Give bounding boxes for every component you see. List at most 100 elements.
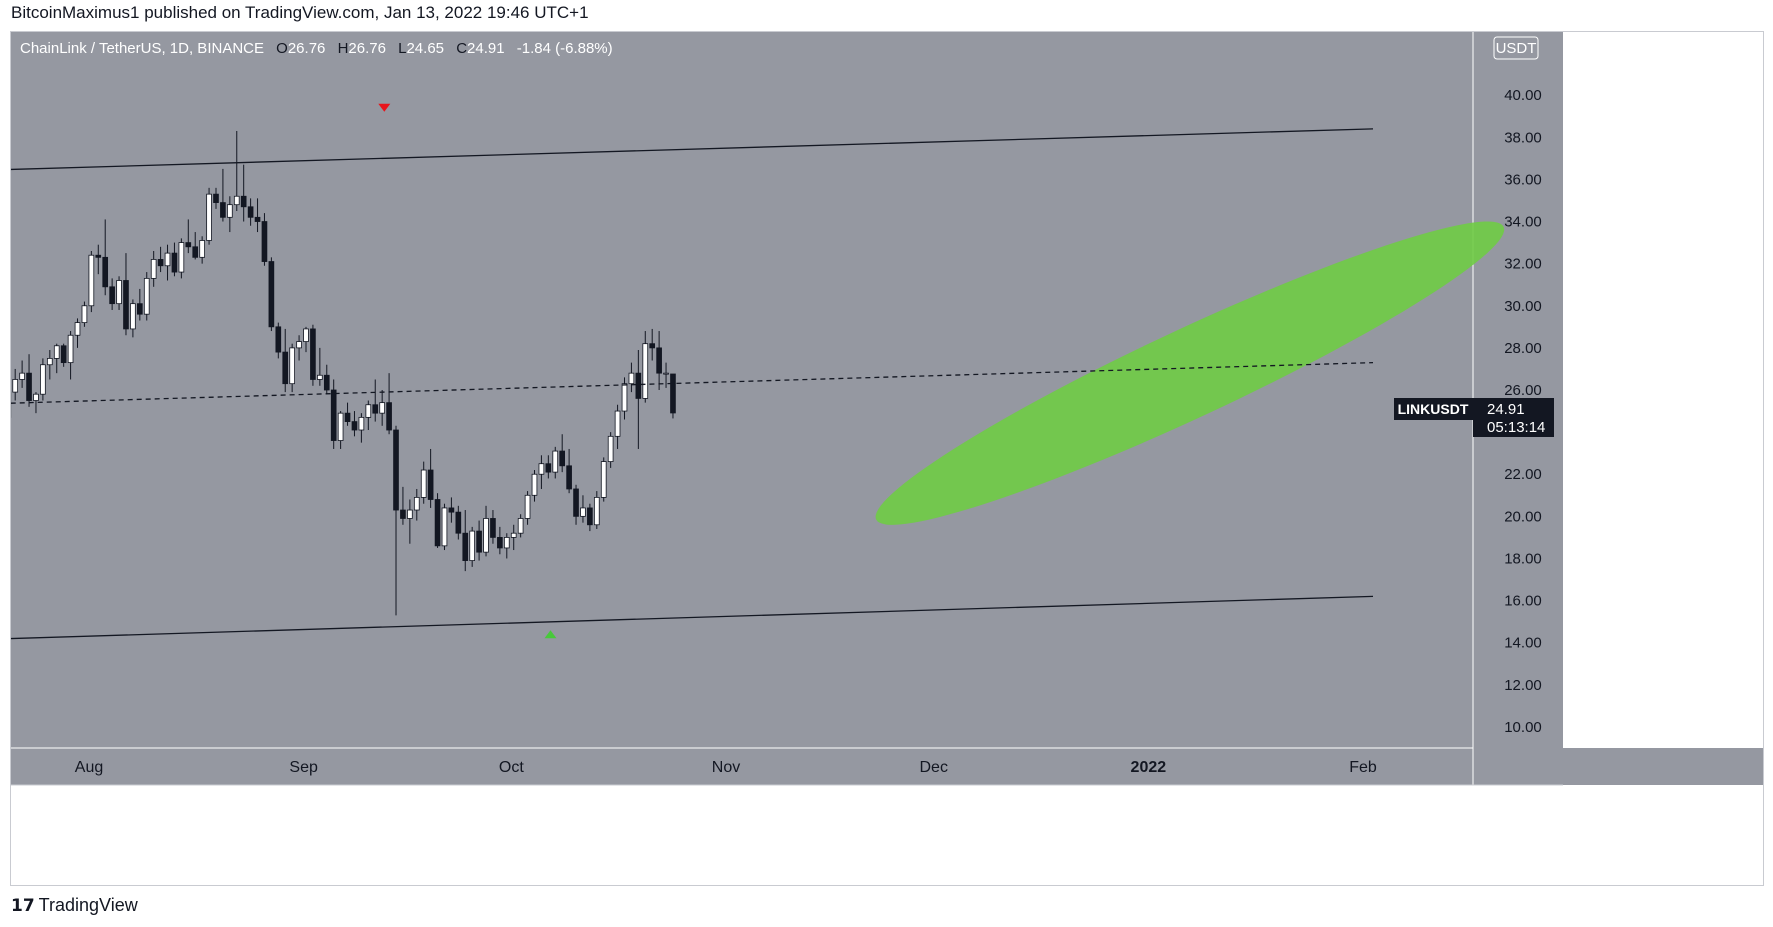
candle-body bbox=[130, 303, 136, 330]
legend-high: 26.76 bbox=[348, 40, 386, 57]
price-tag bbox=[1473, 398, 1554, 437]
candle-up bbox=[150, 251, 157, 287]
y-tick-label: 34.00 bbox=[1504, 214, 1542, 231]
candle-up bbox=[164, 244, 171, 281]
legend-high-label: H bbox=[338, 40, 349, 57]
candle-up bbox=[178, 238, 185, 279]
y-tick-label: 26.00 bbox=[1504, 382, 1542, 399]
candle-down bbox=[137, 288, 143, 321]
candle-body bbox=[171, 252, 178, 273]
candle-body bbox=[400, 509, 406, 519]
candle-body bbox=[351, 421, 358, 431]
candle-up bbox=[600, 457, 607, 502]
candle-down bbox=[545, 455, 552, 479]
candle-down bbox=[261, 213, 268, 266]
candle-up bbox=[524, 491, 531, 525]
candle-down bbox=[448, 497, 455, 523]
candle-body bbox=[330, 389, 337, 441]
candle-body bbox=[150, 259, 157, 279]
candle-up bbox=[337, 411, 344, 449]
currency-badge[interactable]: USDT bbox=[1493, 36, 1539, 60]
candle-down bbox=[323, 364, 330, 395]
candle-body bbox=[123, 280, 129, 330]
legend-change: -1.84 (-6.88%) bbox=[517, 40, 613, 57]
chart-legend: ChainLink / TetherUS, 1D, BINANCE O26.76… bbox=[20, 40, 613, 57]
candle-body bbox=[379, 402, 385, 414]
candle-body bbox=[275, 326, 282, 353]
candle-down bbox=[26, 354, 32, 407]
candle-body bbox=[434, 499, 441, 547]
candle-body bbox=[137, 303, 143, 315]
y-tick-label: 22.00 bbox=[1504, 466, 1542, 483]
candle-up bbox=[628, 362, 635, 393]
x-axis-area bbox=[11, 748, 1763, 785]
candle-body bbox=[26, 372, 32, 401]
candle-body bbox=[580, 507, 586, 517]
candle-body bbox=[220, 202, 226, 218]
candle-body bbox=[497, 537, 503, 549]
candle-body bbox=[365, 404, 372, 418]
tradingview-logo[interactable]: 17 TradingView bbox=[11, 895, 138, 916]
channel-lines bbox=[11, 128, 1374, 640]
candle-body bbox=[503, 537, 510, 549]
candle-body bbox=[178, 242, 185, 273]
candle-body bbox=[185, 242, 192, 248]
candle-up bbox=[53, 343, 60, 374]
candle-down bbox=[171, 242, 178, 277]
candle-body bbox=[670, 373, 676, 414]
legend-open-label: O bbox=[276, 40, 288, 57]
tradingview-logo-icon: 17 bbox=[11, 895, 35, 916]
candle-up bbox=[580, 495, 586, 523]
candle-body bbox=[337, 412, 344, 441]
candle-up bbox=[607, 432, 614, 468]
candle-body bbox=[573, 488, 579, 517]
candle-body bbox=[233, 195, 240, 206]
chart-frame[interactable]: 40.00 38.00 36.00 34.00 32.00 30.00 28.00 26.00… bbox=[10, 31, 1764, 886]
price-chart[interactable]: 40.00 38.00 36.00 34.00 32.00 30.00 28.00 26.00… bbox=[11, 32, 1763, 885]
candle-body bbox=[289, 347, 295, 385]
candle-up bbox=[441, 503, 448, 551]
candle-body bbox=[67, 334, 74, 364]
candle-body bbox=[483, 518, 489, 553]
candle-body bbox=[206, 193, 212, 241]
candle-body bbox=[74, 322, 81, 336]
candle-body bbox=[566, 465, 572, 490]
channel-lower-line bbox=[11, 595, 1374, 640]
arrow-down-icon bbox=[378, 103, 391, 112]
candle-up bbox=[233, 130, 240, 211]
candle-up bbox=[503, 533, 510, 559]
candle-down bbox=[282, 328, 289, 393]
x-tick-label: Sep bbox=[289, 759, 318, 776]
candle-up bbox=[143, 272, 150, 321]
candle-body bbox=[372, 404, 379, 414]
candle-body bbox=[282, 351, 289, 385]
candle-down bbox=[95, 244, 102, 275]
candle-up bbox=[420, 461, 427, 504]
candle-down bbox=[344, 402, 351, 426]
candle-down bbox=[240, 164, 247, 222]
candle-down bbox=[254, 198, 261, 233]
y-tick-label: 28.00 bbox=[1504, 340, 1542, 357]
candle-up bbox=[12, 368, 19, 401]
x-tick-label: Dec bbox=[919, 759, 947, 776]
candle-body bbox=[393, 429, 399, 511]
candle-down bbox=[372, 379, 379, 422]
candle-up bbox=[199, 236, 205, 264]
candle-down bbox=[587, 503, 593, 532]
candle-down bbox=[220, 168, 226, 222]
candle-up bbox=[33, 392, 39, 414]
candle-body bbox=[545, 463, 552, 473]
candle-body bbox=[593, 496, 600, 526]
candle-up bbox=[510, 524, 517, 551]
candle-body bbox=[621, 383, 628, 412]
candle-up bbox=[642, 331, 649, 403]
candle-down bbox=[330, 379, 337, 449]
candle-body bbox=[109, 286, 115, 305]
candle-body bbox=[261, 221, 268, 262]
candle-up bbox=[531, 470, 538, 502]
candle-body bbox=[524, 494, 531, 519]
candle-down bbox=[109, 278, 115, 310]
arrow-markers bbox=[378, 103, 557, 639]
candle-down bbox=[268, 257, 275, 332]
candle-down bbox=[400, 486, 406, 525]
